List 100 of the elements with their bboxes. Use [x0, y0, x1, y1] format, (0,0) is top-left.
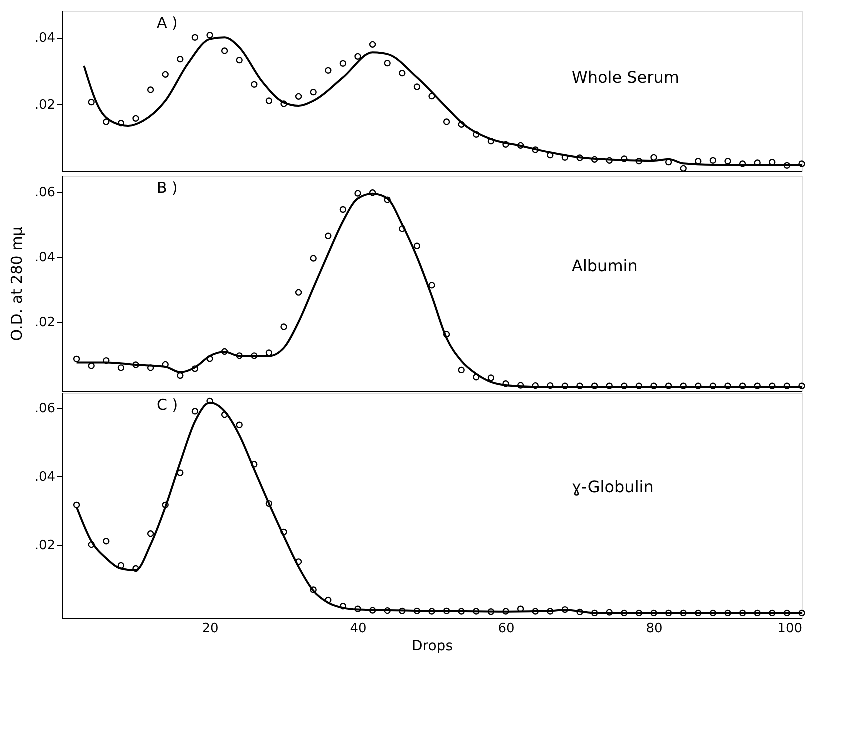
point [443, 331, 450, 338]
point [458, 608, 465, 615]
point [251, 81, 258, 88]
point [295, 558, 302, 566]
point [340, 206, 347, 214]
point [754, 160, 761, 166]
point [414, 242, 421, 250]
x-tick-label: 20 [202, 622, 219, 636]
point [695, 158, 702, 165]
point [680, 165, 687, 172]
point [443, 608, 450, 614]
point [576, 154, 584, 162]
point [295, 93, 302, 100]
point [621, 156, 628, 162]
point [724, 382, 732, 390]
point [636, 158, 643, 165]
point [710, 157, 717, 164]
point [192, 34, 199, 41]
point [192, 408, 199, 415]
point [606, 609, 613, 616]
y-tick-label: .06 [34, 186, 56, 201]
point [502, 608, 510, 615]
point [206, 398, 214, 405]
point [236, 352, 243, 360]
point [280, 100, 288, 108]
point [132, 115, 140, 122]
point [562, 154, 569, 161]
annotation: Albumin [572, 256, 638, 276]
point [266, 350, 273, 356]
point [680, 610, 687, 617]
point [710, 382, 717, 390]
point [532, 382, 539, 390]
point [206, 356, 214, 362]
point [73, 502, 80, 508]
point [502, 141, 510, 148]
point [621, 382, 628, 390]
point [443, 118, 450, 126]
point [502, 380, 510, 388]
y-tick-label: .02 [34, 316, 56, 331]
point [221, 412, 228, 418]
point [517, 142, 524, 149]
point [724, 610, 732, 617]
annotation: ɣ-Globulin [572, 478, 654, 496]
point [384, 196, 391, 204]
y-tick-label: .02 [34, 538, 56, 554]
y-axis-title: O.D. at 280 mμ [8, 226, 26, 342]
point [369, 190, 376, 196]
point [769, 382, 776, 390]
point [325, 596, 332, 604]
point [473, 131, 480, 138]
point [162, 361, 169, 368]
point [680, 382, 687, 390]
point [636, 382, 643, 390]
point [458, 366, 465, 374]
point [428, 93, 436, 100]
point [369, 41, 376, 48]
point [177, 56, 184, 63]
point [414, 84, 421, 90]
point [428, 608, 436, 615]
point [325, 232, 332, 240]
point [340, 60, 347, 67]
point [236, 422, 243, 428]
point [354, 53, 362, 60]
y-tick-label: .02 [34, 98, 56, 113]
point [384, 60, 391, 67]
point [784, 382, 791, 390]
point [754, 382, 761, 390]
y-tick-label: .06 [34, 402, 56, 417]
point [650, 610, 658, 617]
point [428, 282, 436, 289]
point [784, 610, 791, 617]
point [236, 57, 243, 64]
point [517, 382, 524, 389]
point [147, 86, 154, 94]
point [739, 382, 746, 390]
point [488, 608, 495, 616]
point [310, 89, 317, 96]
point [88, 362, 95, 370]
point [206, 32, 214, 39]
point [118, 364, 125, 372]
annotation: C ) [157, 396, 178, 414]
point [784, 162, 791, 169]
point [562, 606, 569, 614]
y-tick-label: .04 [34, 250, 56, 266]
point [414, 608, 421, 614]
x-tick-label: 40 [350, 622, 367, 636]
point [340, 603, 347, 610]
point [665, 159, 672, 166]
point [251, 352, 258, 360]
point [103, 357, 110, 364]
point [399, 608, 406, 614]
point [606, 157, 613, 164]
point [473, 374, 480, 381]
annotation: A ) [157, 14, 178, 32]
point [532, 146, 539, 154]
annotation: B ) [157, 179, 178, 197]
point [103, 538, 110, 545]
point [739, 160, 746, 168]
point [473, 608, 480, 615]
point [177, 372, 184, 380]
